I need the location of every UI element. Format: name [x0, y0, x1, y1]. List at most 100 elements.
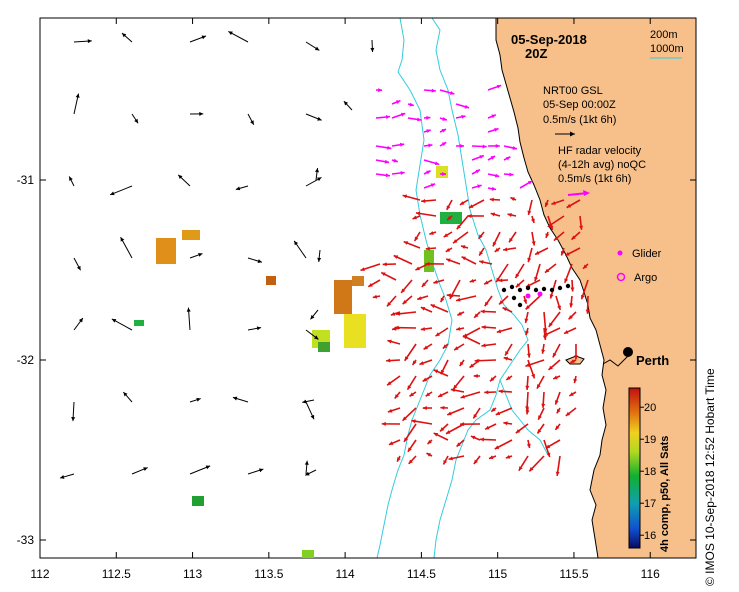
nrt-arrow [228, 30, 249, 43]
radar-arrow [489, 375, 497, 382]
radar-arrow [386, 375, 401, 386]
magenta-arrow [391, 142, 405, 147]
credit-text: © IMOS 10-Sep-2018 12:52 Hobart Time [703, 368, 717, 586]
nrt-arrow [305, 469, 317, 476]
radar-arrow [495, 407, 513, 416]
radar-arrow [445, 199, 453, 211]
radar-arrow [433, 369, 449, 377]
radar-arrow [563, 327, 577, 335]
radar-arrow [394, 325, 417, 330]
radar-arrow [481, 343, 497, 348]
magenta-arrow [439, 116, 448, 121]
magenta-arrow [487, 143, 500, 148]
x-tick-label: 116 [641, 567, 660, 581]
radar-arrow [479, 260, 493, 265]
radar-arrow [423, 343, 433, 350]
magenta-arrow [487, 114, 497, 119]
magenta-arrow [423, 143, 433, 148]
radar-arrow [455, 295, 477, 302]
magenta-arrow [375, 145, 392, 150]
radar-arrow [411, 359, 417, 366]
nrt-arrow [189, 397, 201, 403]
radar-arrow [503, 356, 513, 361]
x-tick-label: 112.5 [102, 567, 131, 581]
radar-arrow [473, 311, 481, 319]
x-tick-label: 114.5 [407, 567, 436, 581]
radar-arrow [460, 422, 481, 427]
perth-river [602, 355, 629, 367]
magenta-arrow [471, 144, 487, 149]
radar-arrow [422, 375, 433, 383]
colorbar-tick-label: 17 [644, 498, 656, 510]
legend-nrt-arrow [555, 131, 575, 137]
radar-arrow [421, 198, 437, 203]
radar-arrow [505, 375, 513, 381]
radar-arrow [541, 391, 546, 408]
magenta-arrow [471, 154, 485, 161]
magenta-arrow [487, 155, 496, 161]
radar-arrow [527, 247, 533, 263]
legend-hf-scale: 0.5m/s (1kt 6h) [558, 173, 631, 185]
radar-arrow [566, 199, 581, 209]
nrt-arrow [305, 401, 315, 420]
radar-arrow [433, 279, 445, 284]
magenta-arrow [423, 129, 431, 134]
radar-arrow [505, 454, 513, 459]
colorbar [628, 387, 641, 549]
legend-nrt-title: NRT00 GSL [543, 85, 603, 97]
radar-arrow [420, 327, 433, 332]
radar-arrow [570, 231, 581, 241]
radar-arrow [556, 407, 561, 414]
radar-arrow [531, 215, 535, 224]
radar-arrow [484, 390, 497, 395]
hf-radar-arrows [360, 194, 590, 477]
magenta-arrow [375, 173, 391, 178]
radar-arrow [426, 452, 433, 457]
radar-arrow [573, 343, 578, 360]
nrt-arrow [122, 391, 133, 403]
radar-arrow [387, 339, 401, 345]
radar-arrow [413, 231, 421, 242]
radar-arrow [552, 343, 561, 358]
radar-arrow [456, 326, 465, 331]
x-tick-label: 114 [336, 567, 355, 581]
radar-arrow [469, 278, 477, 283]
radar-arrow [439, 423, 449, 432]
radar-arrow [426, 439, 433, 445]
radar-arrow [498, 295, 509, 305]
magenta-arrow [471, 168, 481, 175]
radar-arrow [573, 375, 578, 384]
radar-arrow [430, 303, 449, 313]
radar-arrow [527, 359, 536, 379]
radar-arrow [372, 294, 381, 299]
radar-arrow [435, 327, 449, 337]
radar-arrow [526, 439, 531, 449]
radar-arrow [400, 279, 413, 294]
radar-arrow [452, 231, 469, 244]
radar-arrow [518, 455, 529, 472]
magenta-arrow [487, 173, 500, 178]
contour-200m-spur [499, 379, 549, 456]
radar-arrow [394, 391, 401, 399]
radar-arrow [494, 247, 501, 253]
colorbar-tick-label: 20 [644, 402, 656, 414]
radar-arrow [503, 421, 513, 426]
magenta-arrow [423, 183, 436, 189]
radar-arrow [459, 359, 465, 367]
radar-arrow [415, 211, 437, 217]
magenta-arrow [503, 145, 518, 150]
radar-arrow [443, 231, 453, 238]
radar-arrow [568, 391, 577, 397]
nrt-arrow [247, 326, 262, 331]
radar-arrow [568, 311, 577, 320]
colorbar-tick-label: 16 [644, 530, 656, 542]
radar-arrow [514, 263, 525, 279]
radar-arrow [442, 455, 449, 465]
radar-arrow [565, 407, 577, 417]
radar-arrow [525, 327, 530, 336]
radar-arrow [386, 295, 397, 307]
radar-arrow [542, 327, 547, 341]
radar-arrow [555, 455, 561, 477]
nrt-current-arrows [59, 30, 375, 479]
radar-arrow [536, 375, 545, 390]
